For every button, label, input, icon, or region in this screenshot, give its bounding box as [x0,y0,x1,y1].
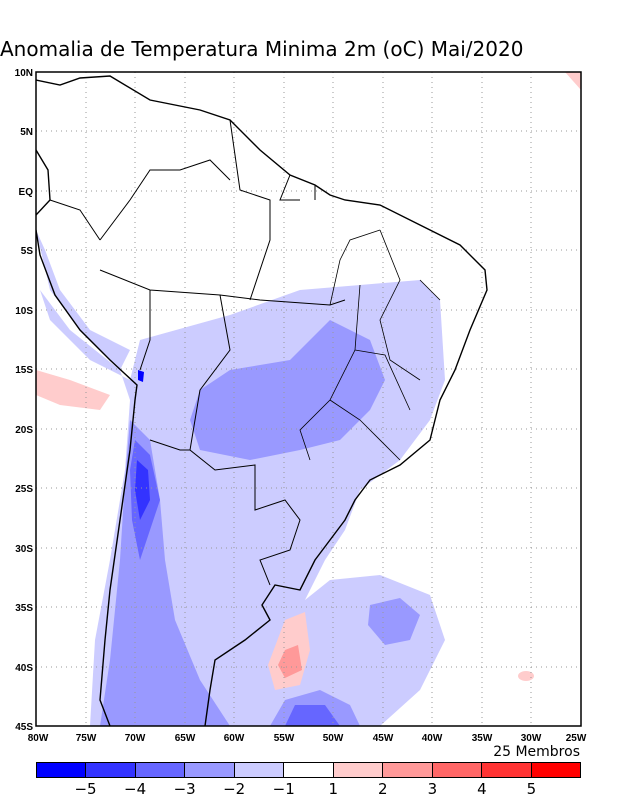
map-title: Anomalia de Temperatura Minima 2m (oC) M… [0,37,524,61]
state-borders [299,229,441,461]
colorbar-level-label: 4 [477,780,487,798]
map-frame [35,71,582,727]
lat-label: 25S [15,484,33,495]
lat-label: 40S [15,663,33,674]
colorbar-level-label: 3 [427,780,438,798]
lat-label: 10N [15,68,33,79]
anomaly-region-medium-ocean [368,598,420,645]
lat-label: 35S [15,603,33,614]
lon-label: 30W [521,733,542,744]
colorbar-swatch [86,763,136,777]
colorbar-swatch [482,763,532,777]
lon-label: 75W [76,733,97,744]
grid-lines [36,72,581,726]
anomaly-shading [36,72,581,726]
colorbar-level-label: 1 [328,780,339,798]
country-borders [49,119,346,586]
anomaly-region-very-strong [135,460,150,520]
lon-label: 60W [224,733,245,744]
colorbar-swatch [234,763,285,777]
anomaly-region-medium [190,320,385,460]
members-label: 25 Membros [493,744,580,760]
anomaly-region-strong-south [285,705,340,726]
colorbar-level-label: −4 [124,780,147,798]
anomaly-region-light-coast [36,230,130,370]
lon-label: 70W [125,733,146,744]
lat-axis: 10N 5N EQ 5S 10S 15S 20S 25S 30S 35S 40S… [15,68,34,733]
colorbar-swatch [185,763,235,777]
colorbar-swatch [432,763,483,777]
colorbar-level-label: −5 [74,780,97,798]
anomaly-region-peak [138,370,144,382]
lon-label: 45W [373,733,394,744]
lat-label: 15S [15,365,33,376]
anomaly-region-positive-corner [565,72,581,90]
lon-label: 35W [472,733,493,744]
lat-label: 20S [15,425,33,436]
colorbar-level-label: 5 [526,780,537,798]
lon-label: 40W [422,733,443,744]
lat-label: 5N [20,127,33,138]
colorbar-level-label: −2 [223,780,246,798]
anomaly-region-positive-pacific [36,370,110,410]
colorbar-swatch [37,763,87,777]
lon-label: 25W [566,733,587,744]
colorbar-swatch [135,763,186,777]
colorbar [36,762,581,778]
colorbar-swatch [284,763,334,777]
anomaly-region-positive-atlantic-core [278,645,302,678]
colorbar-swatch [383,763,433,777]
lat-label: 10S [15,306,33,317]
lon-axis: 80W 75W 70W 65W 60W 55W 50W 45W 40W 35W … [28,733,587,744]
lon-label: 55W [274,733,295,744]
lat-label: EQ [19,187,34,198]
coastline [36,75,488,726]
lon-label: 80W [28,733,49,744]
colorbar-level-label: −1 [272,780,295,798]
anomaly-region-positive-small [518,671,534,681]
colorbar-level-label: 2 [378,780,388,798]
colorbar-swatch [333,763,384,777]
lon-label: 65W [175,733,196,744]
lon-label: 50W [323,733,344,744]
lat-label: 45S [15,722,33,733]
colorbar-level-label: −3 [173,780,196,798]
colorbar-swatch [531,763,580,777]
lat-label: 5S [21,246,34,257]
lat-label: 30S [15,544,33,555]
